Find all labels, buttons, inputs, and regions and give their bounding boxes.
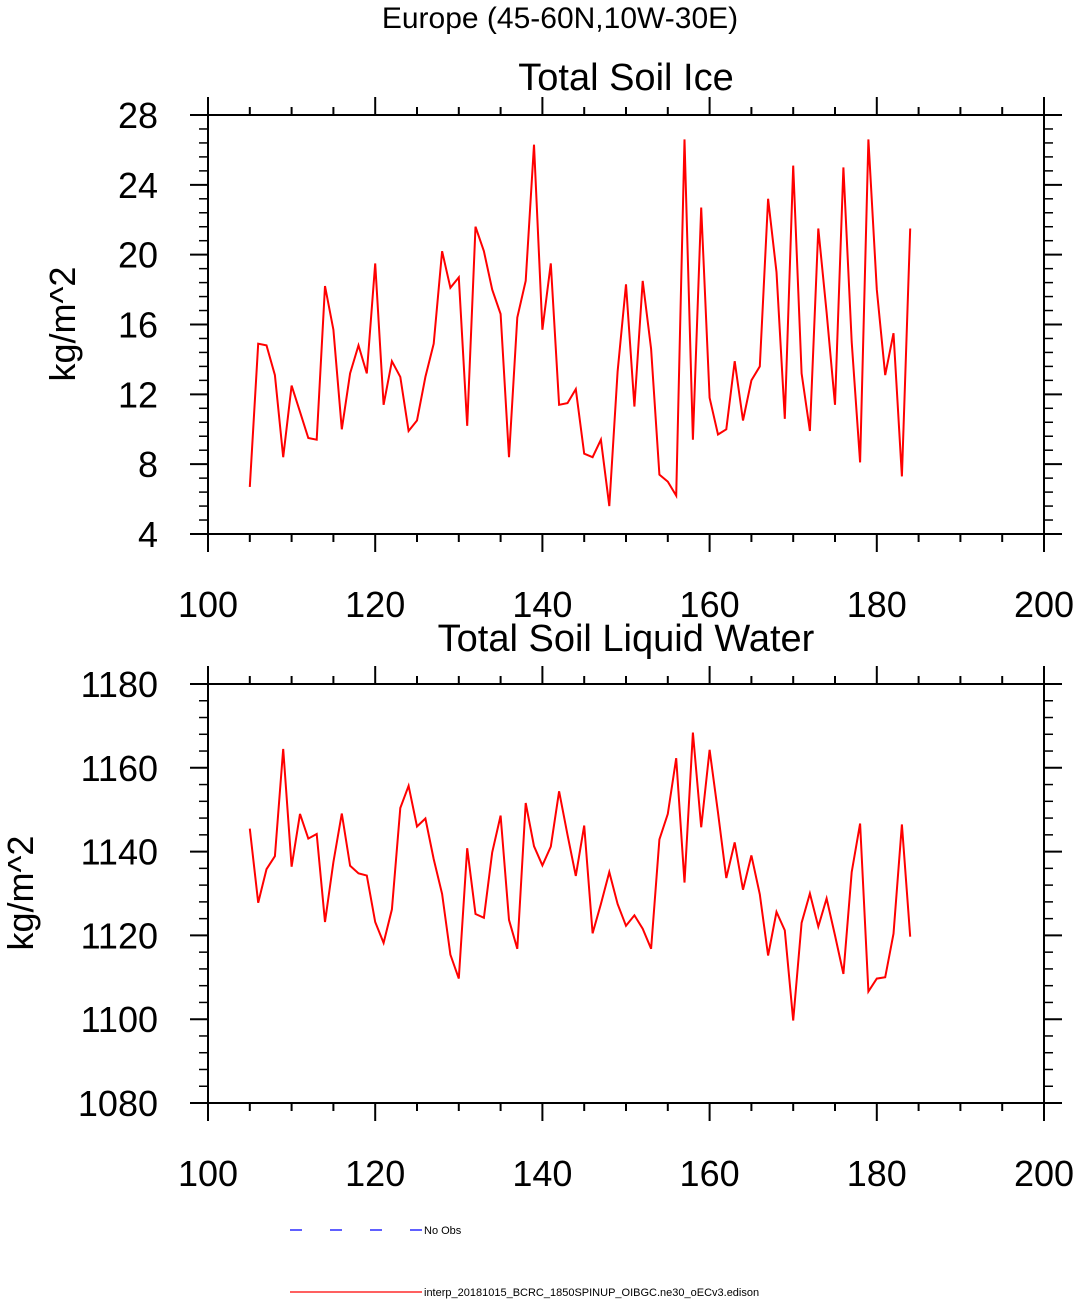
y-tick-label: 1180 — [81, 664, 158, 705]
x-tick-label: 180 — [847, 584, 907, 625]
y-tick-label: 8 — [138, 444, 158, 485]
y-tick-label: 1100 — [81, 999, 158, 1040]
x-tick-label: 120 — [345, 584, 405, 625]
panel-total-soil-liquid-water: Total Soil Liquid Water kg/m^2 100 120 140 16… — [0, 618, 1074, 1194]
series-line — [248, 732, 912, 1021]
figure-suptitle: Europe (45-60N,10W-30E) — [382, 2, 738, 35]
series-line — [248, 139, 912, 507]
x-tick-label: 100 — [178, 584, 238, 625]
x-tick-label: 100 — [178, 1153, 238, 1194]
y-tick-label: 1160 — [81, 748, 158, 789]
y-axis-label: kg/m^2 — [42, 267, 83, 382]
panel-title: Total Soil Ice — [518, 57, 733, 99]
y-tick-label: 16 — [118, 305, 158, 346]
plot-frame — [207, 683, 1045, 1104]
x-tick-label: 200 — [1014, 584, 1074, 625]
x-tick-label: 180 — [847, 1153, 907, 1194]
legend-label-no-obs: No Obs — [424, 1225, 462, 1237]
y-tick-label: 24 — [118, 165, 158, 206]
y-tick-label: 1120 — [81, 915, 158, 956]
x-tick-label: 160 — [680, 1153, 740, 1194]
x-tick-label: 140 — [512, 1153, 572, 1194]
y-tick-label: 28 — [118, 95, 158, 136]
y-tick-label: 1080 — [78, 1083, 158, 1124]
legend-label-model-run: interp_20181015_BCRC_1850SPINUP_OIBGC.ne… — [424, 1287, 759, 1299]
legend: No Obs interp_20181015_BCRC_1850SPINUP_O… — [290, 1225, 759, 1299]
y-axis-label: kg/m^2 — [0, 836, 41, 951]
panel-title: Total Soil Liquid Water — [438, 618, 815, 660]
panel-total-soil-ice: Total Soil Ice kg/m^2 100 120 140 160 180 200 4 8… — [42, 57, 1074, 625]
y-tick-label: 4 — [138, 514, 158, 555]
x-tick-label: 120 — [345, 1153, 405, 1194]
x-tick-label: 140 — [512, 584, 572, 625]
x-tick-label: 200 — [1014, 1153, 1074, 1194]
y-tick-label: 20 — [118, 235, 158, 276]
y-tick-label: 1140 — [81, 832, 158, 873]
y-tick-label: 12 — [118, 374, 158, 415]
x-tick-label: 160 — [680, 584, 740, 625]
